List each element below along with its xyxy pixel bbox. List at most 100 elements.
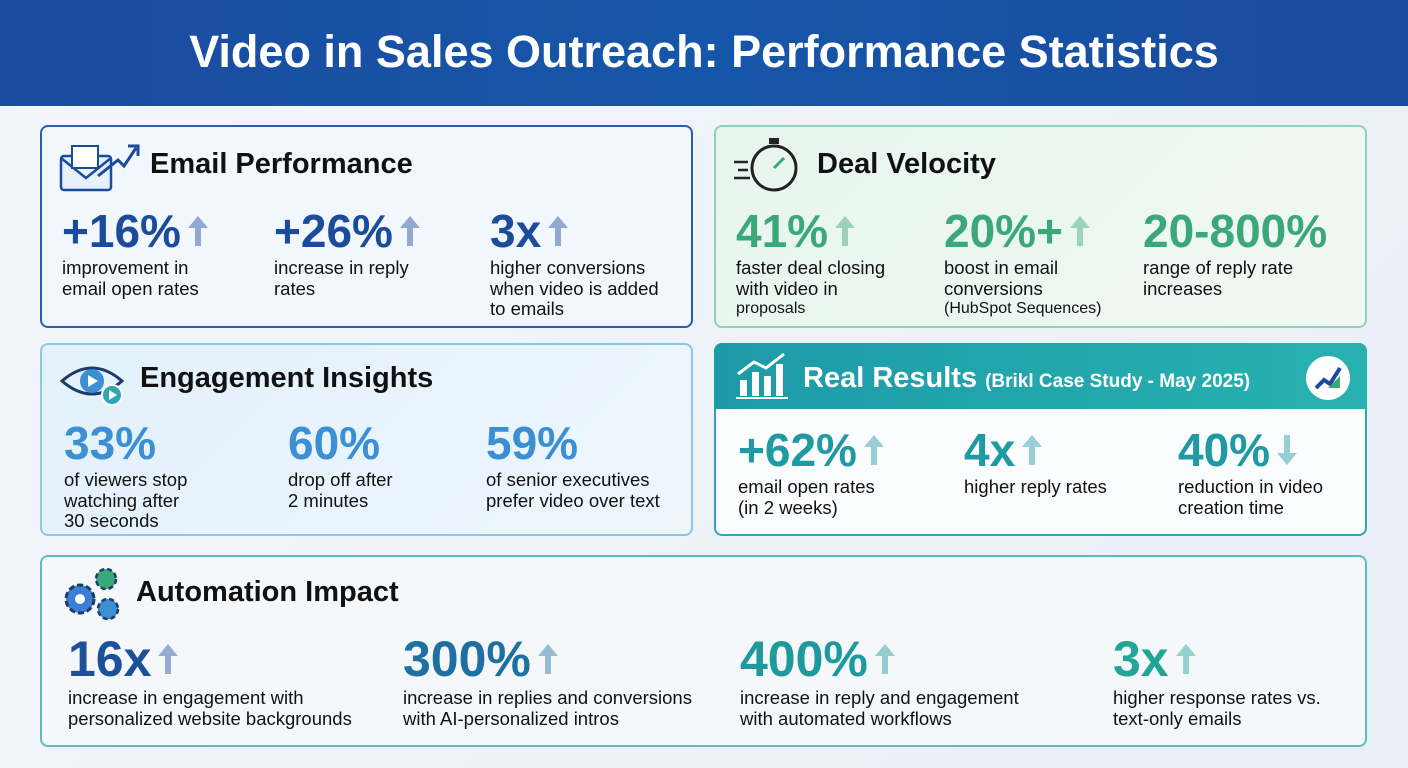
stat-value: 20%+ (944, 204, 1091, 258)
stat-value-text: 40% (1178, 424, 1271, 476)
stat-description-line: 2 minutes (288, 489, 369, 511)
panel-card (40, 125, 693, 328)
stat-description-line: drop off after (288, 469, 393, 490)
page-title: Video in Sales Outreach: Performance Sta… (189, 26, 1219, 77)
stat-description-line: higher response rates vs. (1113, 687, 1321, 708)
stat-value-text: 20-800% (1143, 205, 1328, 257)
stat-value-text: +16% (62, 205, 181, 257)
stat-description: email open rates (in 2 weeks) (738, 476, 875, 518)
stat-description-line: increase in reply (274, 257, 409, 278)
stat-value-text: 3x (490, 205, 542, 257)
eye-icon (58, 355, 130, 409)
stat-description-line: creation time (1178, 496, 1284, 518)
trend-arrow (548, 216, 569, 246)
stat-description: boost in email conversions (HubSpot Sequen… (944, 257, 1102, 320)
stat-description-line: increase in reply and engagement (740, 687, 1019, 708)
stat-value-text: 400% (740, 631, 868, 687)
stat-description-line: range of reply rate (1143, 257, 1294, 278)
trend-arrow (1022, 435, 1043, 465)
gears-icon-svg (64, 567, 120, 621)
gears-icon (58, 565, 124, 625)
stat-description-line: 30 seconds (64, 510, 159, 531)
trend-arrow (1175, 644, 1196, 674)
stat-description: increase in engagement with personalized … (68, 687, 352, 729)
email-icon (58, 140, 140, 194)
stat-value: 60% (288, 416, 380, 470)
trend-arrow (835, 216, 856, 246)
stat-description: increase in reply rates (274, 257, 409, 299)
stat-value: 59% (486, 416, 578, 470)
stat-value-text: +26% (274, 205, 393, 257)
stat-description-line: email open rates (738, 476, 875, 497)
trend-arrow (158, 644, 179, 674)
stat-description-line: increase in replies and conversions (403, 687, 692, 708)
stopwatch-icon (732, 134, 802, 194)
stat-description: faster deal closing with video in proposal… (736, 257, 886, 320)
email-icon-svg (59, 144, 140, 192)
stat-description: higher response rates vs. text-only email… (1113, 687, 1321, 729)
stat-description-line: with AI-personalized intros (403, 707, 619, 729)
stat-value: 20-800% (1143, 204, 1327, 258)
trend-arrow (1277, 435, 1298, 465)
stat-description-line: increases (1143, 277, 1223, 299)
stat-description-line: prefer video over text (486, 489, 660, 511)
growth-icon (734, 350, 790, 400)
panel-card (40, 555, 1367, 747)
stat-description: drop off after 2 minutes (288, 469, 393, 511)
stat-description-line: to emails (490, 298, 565, 319)
stat-value-text: 300% (403, 631, 531, 687)
stat-value: 400% (740, 630, 896, 688)
trend-arrow (874, 644, 895, 674)
panel-card (40, 343, 693, 536)
stat-description-line: higher conversions (490, 257, 646, 278)
trend-arrow (1069, 216, 1090, 246)
eye-icon-svg (59, 366, 125, 406)
panel-subtitle: (Brikl Case Study - May 2025) (985, 371, 1251, 392)
stat-value-text: 20%+ (944, 205, 1063, 257)
stat-description: improvement in email open rates (62, 257, 199, 299)
stat-value-text: +62% (738, 424, 857, 476)
stat-value: +26% (274, 204, 421, 258)
stat-description-line: faster deal closing (736, 257, 886, 278)
header-bar (0, 0, 1408, 106)
trend-arrow (863, 435, 884, 465)
trend-arrow (187, 216, 208, 246)
stat-description: higher conversions when video is added to … (490, 257, 659, 320)
trend-arrow (537, 644, 558, 674)
stat-description-line: (HubSpot Sequences) (944, 300, 1102, 317)
panel-title: Automation Impact (136, 576, 399, 608)
stat-value: 40% (1178, 423, 1298, 477)
panel-card (714, 125, 1367, 328)
stat-value-text: 33% (64, 417, 157, 469)
panel-title: Engagement Insights (140, 362, 434, 394)
stat-description: increase in replies and conversions with … (403, 687, 692, 729)
stat-description-line: boost in email (944, 257, 1059, 278)
stat-description: higher reply rates (964, 476, 1107, 498)
stat-description-line: reduction in video (1178, 476, 1324, 497)
stat-description-line: improvement in (62, 257, 189, 278)
stat-value-text: 59% (486, 417, 579, 469)
stat-description-line: personalized website backgrounds (68, 707, 352, 729)
stat-description-line: when video is added (490, 277, 659, 299)
stat-description-line: of senior executives (486, 469, 650, 490)
stat-description-line: conversions (944, 277, 1043, 299)
stat-value: +16% (62, 204, 209, 258)
stat-description-line: increase in engagement with (68, 687, 304, 708)
stat-description-line: rates (274, 277, 316, 299)
stat-description-line: of viewers stop (64, 469, 188, 490)
stat-description-line: with video in (736, 277, 838, 299)
stat-description-line: (in 2 weeks) (738, 496, 838, 518)
stat-value: 300% (403, 630, 559, 688)
stat-value: 33% (64, 416, 156, 470)
stat-description: range of reply rate increases (1143, 257, 1294, 299)
stat-description-line: email open rates (62, 277, 199, 299)
stat-value: 3x (1113, 630, 1197, 688)
stat-description: increase in reply and engagement with aut… (740, 687, 1019, 729)
brand-logo (1304, 354, 1352, 402)
stat-value-text: 60% (288, 417, 381, 469)
stat-description: reduction in video creation time (1178, 476, 1324, 518)
stat-value: 16x (68, 630, 179, 688)
stat-description: of senior executives prefer video over te… (486, 469, 660, 511)
stat-value: 41% (736, 204, 856, 258)
panel-header-band (714, 343, 1367, 409)
